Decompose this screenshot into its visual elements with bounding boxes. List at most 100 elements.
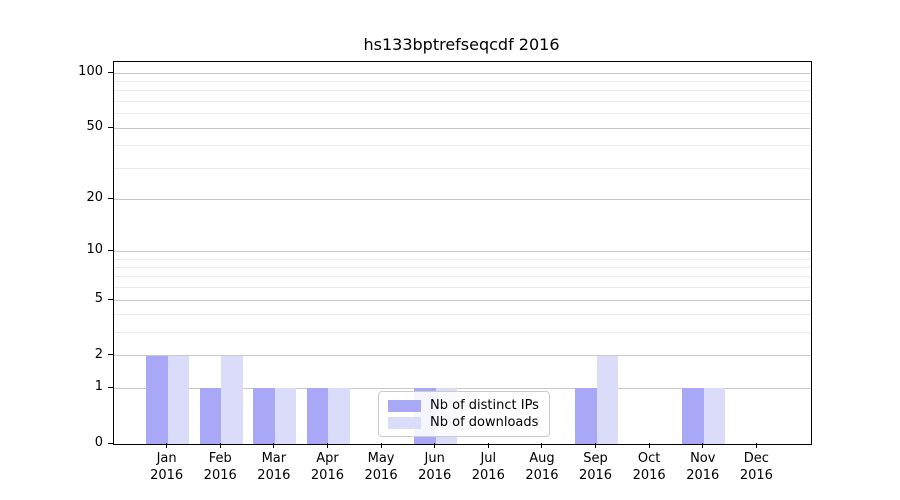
x-tick-month: Jan <box>156 451 177 466</box>
bar-jan-distinct-ips <box>146 355 168 444</box>
bar-nov-distinct-ips <box>682 388 704 444</box>
minor-gridline <box>114 101 811 103</box>
x-tick-label-nov: Nov 2016 <box>676 450 730 484</box>
x-tick-year: 2016 <box>632 468 666 483</box>
x-tick-month: Nov <box>690 451 716 466</box>
bar-sep-distinct-ips <box>575 388 597 444</box>
x-tick-month: Feb <box>208 451 232 466</box>
legend-swatch-distinct-ips <box>388 399 421 412</box>
minor-gridline <box>114 287 811 289</box>
minor-gridline <box>114 276 811 278</box>
x-tick-mark <box>702 443 704 448</box>
y-tick-mark <box>108 197 113 199</box>
minor-gridline <box>114 145 811 147</box>
minor-gridline <box>114 332 811 334</box>
x-tick-month: Sep <box>583 451 608 466</box>
bar-feb-distinct-ips <box>199 388 222 444</box>
x-tick-year: 2016 <box>150 468 184 483</box>
y-tick-label-5: 5 <box>94 291 103 307</box>
minor-gridline <box>114 167 811 169</box>
major-gridline <box>114 72 811 74</box>
plot-area: Nb of distinct IPs Nb of downloads <box>113 61 812 445</box>
major-gridline <box>114 250 811 252</box>
x-tick-mark <box>380 443 382 448</box>
bar-feb-downloads <box>221 355 243 444</box>
x-tick-mark <box>755 443 757 448</box>
x-tick-mark <box>541 443 543 448</box>
x-tick-year: 2016 <box>203 468 237 483</box>
bar-apr-downloads <box>328 388 350 444</box>
x-tick-label-aug: Aug 2016 <box>515 450 569 484</box>
x-tick-label-feb: Feb 2016 <box>193 450 247 484</box>
major-gridline <box>114 355 811 357</box>
y-tick-label-50: 50 <box>86 119 103 135</box>
x-tick-month: Oct <box>637 451 661 466</box>
x-tick-label-sep: Sep 2016 <box>569 450 623 484</box>
x-tick-mark <box>219 443 221 448</box>
x-tick-mark <box>166 443 168 448</box>
x-tick-year: 2016 <box>257 468 291 483</box>
x-tick-year: 2016 <box>418 468 452 483</box>
x-tick-label-dec: Dec 2016 <box>729 450 783 484</box>
x-tick-mark <box>273 443 275 448</box>
x-tick-month: Dec <box>743 451 769 466</box>
x-tick-month: Aug <box>529 451 555 466</box>
y-tick-mark <box>108 71 113 73</box>
x-tick-month: Apr <box>316 451 339 466</box>
y-tick-mark <box>108 126 113 128</box>
legend-label-distinct-ips: Nb of distinct IPs <box>430 398 539 413</box>
y-tick-mark <box>108 354 113 356</box>
major-gridline <box>114 198 811 200</box>
major-gridline <box>114 387 811 389</box>
major-gridline <box>114 299 811 301</box>
minor-gridline <box>114 266 811 268</box>
x-tick-year: 2016 <box>686 468 720 483</box>
bar-jan-downloads <box>167 355 189 444</box>
y-tick-label-10: 10 <box>86 242 103 258</box>
minor-gridline <box>114 314 811 316</box>
minor-gridline <box>114 81 811 83</box>
x-tick-year: 2016 <box>310 468 344 483</box>
x-tick-mark <box>487 443 489 448</box>
y-tick-label-2: 2 <box>94 346 103 362</box>
x-tick-mark <box>434 443 436 448</box>
legend-swatch-downloads <box>388 416 421 429</box>
x-tick-year: 2016 <box>471 468 505 483</box>
x-tick-mark <box>648 443 650 448</box>
bar-nov-downloads <box>703 388 726 444</box>
x-tick-mark <box>595 443 597 448</box>
major-gridline <box>114 127 811 129</box>
x-tick-label-jun: Jun 2016 <box>408 450 462 484</box>
x-tick-label-oct: Oct 2016 <box>622 450 676 484</box>
minor-gridline <box>114 113 811 115</box>
x-tick-label-apr: Apr 2016 <box>300 450 354 484</box>
legend: Nb of distinct IPs Nb of downloads <box>378 391 550 437</box>
x-tick-mark <box>326 443 328 448</box>
x-tick-label-mar: Mar 2016 <box>247 450 301 484</box>
x-tick-year: 2016 <box>739 468 773 483</box>
legend-row-distinct-ips: Nb of distinct IPs <box>388 397 540 414</box>
x-tick-month: May <box>367 451 395 466</box>
x-tick-year: 2016 <box>525 468 559 483</box>
x-tick-month: Mar <box>261 451 287 466</box>
y-tick-label-1: 1 <box>94 379 103 395</box>
y-tick-label-100: 100 <box>78 64 103 80</box>
x-tick-label-jan: Jan 2016 <box>140 450 194 484</box>
bar-mar-distinct-ips <box>253 388 275 444</box>
x-tick-month: Jul <box>480 451 497 466</box>
x-tick-label-may: May 2016 <box>354 450 408 484</box>
x-tick-month: Jun <box>424 451 445 466</box>
bar-sep-downloads <box>596 355 618 444</box>
bar-mar-downloads <box>274 388 297 444</box>
minor-gridline <box>114 90 811 92</box>
minor-gridline <box>114 258 811 260</box>
chart-title: hs133bptrefseqcdf 2016 <box>363 35 560 54</box>
y-tick-mark <box>108 249 113 251</box>
y-tick-label-0: 0 <box>94 435 103 450</box>
y-tick-label-20: 20 <box>86 190 103 206</box>
x-tick-year: 2016 <box>578 468 613 483</box>
legend-row-downloads: Nb of downloads <box>388 414 540 431</box>
x-tick-year: 2016 <box>364 468 398 483</box>
y-tick-mark <box>108 298 113 300</box>
